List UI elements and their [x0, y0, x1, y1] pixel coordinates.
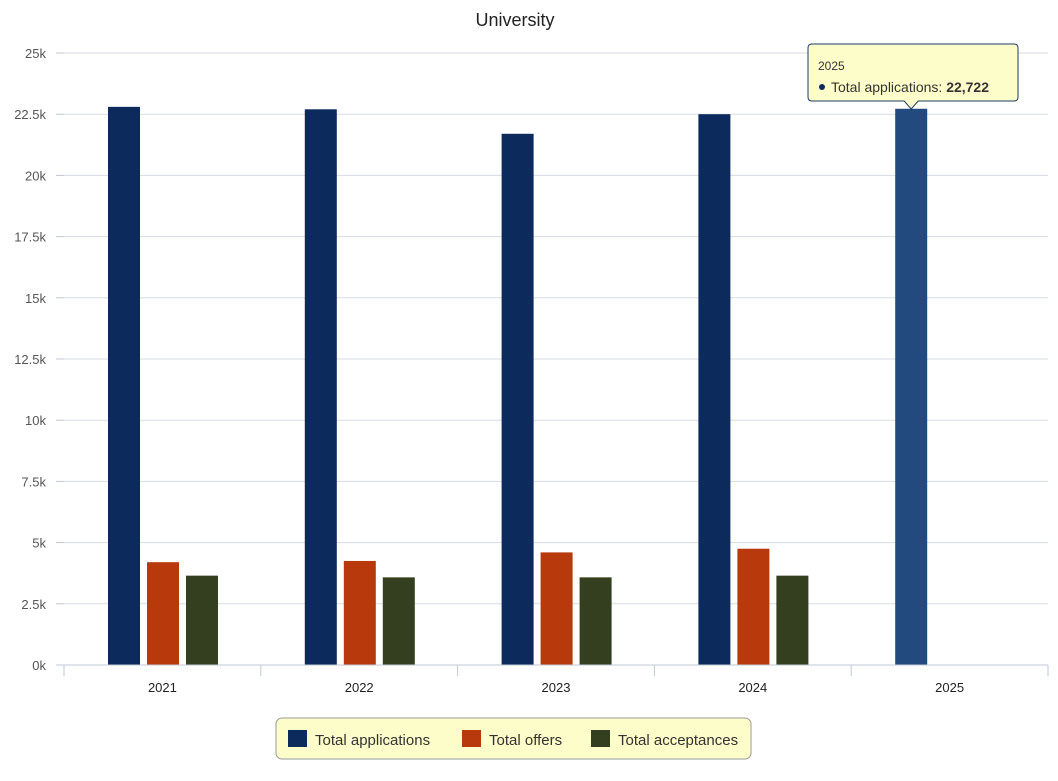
legend-item-total-acceptances[interactable]: Total acceptances — [591, 730, 738, 749]
x-tick-label: 2023 — [542, 680, 571, 695]
bar-total-acceptances-2024[interactable] — [776, 575, 809, 665]
chart-title: University — [475, 10, 554, 30]
bar-total-acceptances-2023[interactable] — [579, 577, 612, 665]
bar-total-offers-2023[interactable] — [540, 552, 573, 665]
tooltip-bullet — [819, 84, 825, 90]
y-tick-label: 7.5k — [21, 474, 46, 489]
bars — [108, 106, 928, 665]
y-tick-label: 22.5k — [14, 107, 46, 122]
legend[interactable]: Total applications Total offers Total acce… — [275, 717, 752, 760]
bar-total-applications-2021[interactable] — [108, 106, 140, 665]
bar-total-applications-2022[interactable] — [304, 109, 337, 665]
legend-swatch — [288, 730, 307, 747]
bar-total-applications-2025[interactable] — [895, 108, 928, 665]
tooltip-colon: : — [938, 79, 946, 95]
y-tick-label: 10k — [25, 413, 46, 428]
legend-swatch — [591, 730, 610, 747]
bar-total-offers-2022[interactable] — [343, 560, 376, 665]
legend-box — [275, 717, 752, 760]
legend-label: Total offers — [489, 732, 562, 749]
tooltip-value: 22,722 — [946, 79, 989, 95]
bar-total-offers-2021[interactable] — [147, 562, 179, 665]
legend-label: Total applications — [315, 732, 430, 749]
legend-item-total-applications[interactable]: Total applications — [288, 730, 430, 749]
bar-total-acceptances-2021[interactable] — [186, 575, 218, 665]
legend-label: Total acceptances — [618, 732, 738, 749]
x-axis: 2021 2022 2023 2024 2025 — [63, 664, 1049, 695]
bar-total-offers-2024[interactable] — [737, 548, 770, 665]
tooltip-box — [807, 43, 1019, 110]
tooltip-series-label: Total applications — [831, 79, 938, 95]
bar-total-acceptances-2022[interactable] — [382, 577, 415, 665]
y-tick-label: 15k — [25, 291, 46, 306]
y-tick-label: 17.5k — [14, 230, 46, 245]
tooltip-line: Total applications: 22,722 — [831, 79, 989, 95]
tooltip-title: 2025 — [818, 59, 845, 73]
y-tick-label: 20k — [25, 168, 46, 183]
tooltip: 2025 Total applications: 22,722 — [807, 43, 1019, 110]
bar-total-applications-2024[interactable] — [698, 114, 731, 665]
grid-lines — [64, 52, 1048, 666]
legend-item-total-offers[interactable]: Total offers — [462, 730, 562, 749]
x-tick-label: 2021 — [148, 680, 177, 695]
y-tick-label: 12.5k — [14, 352, 46, 367]
bar-total-applications-2023[interactable] — [501, 133, 534, 665]
legend-swatch — [462, 730, 481, 747]
x-tick-label: 2022 — [345, 680, 374, 695]
x-tick-label: 2024 — [738, 680, 767, 695]
y-tick-label: 25k — [25, 46, 46, 61]
y-tick-label: 5k — [32, 536, 46, 551]
y-tick-label: 0k — [32, 658, 46, 673]
y-axis: 0k 2.5k 5k 7.5k 10k 12.5k 15k 17.5k 20k 22.5k 25k — [14, 46, 64, 673]
x-tick-label: 2025 — [935, 680, 964, 695]
y-tick-label: 2.5k — [21, 597, 46, 612]
